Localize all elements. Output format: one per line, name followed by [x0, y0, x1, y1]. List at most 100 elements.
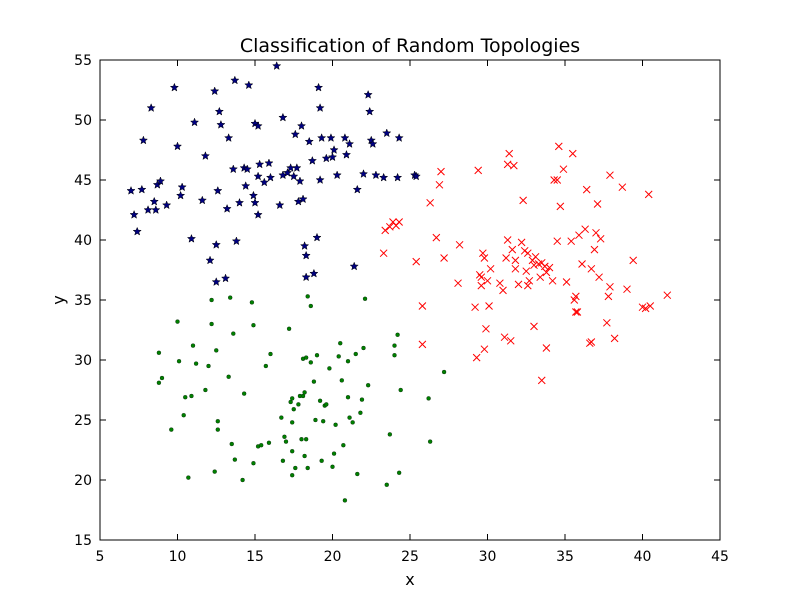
dot-point	[359, 397, 365, 402]
x-point	[523, 249, 532, 258]
x-point	[606, 171, 614, 180]
star-point	[275, 200, 285, 210]
star-point	[242, 164, 252, 174]
x-point	[610, 334, 619, 343]
x-point	[587, 264, 596, 273]
x-point	[562, 278, 571, 286]
x-point	[550, 176, 559, 184]
star-point	[151, 205, 161, 214]
y-tick-label: 15	[74, 533, 92, 549]
star-point	[411, 171, 421, 181]
x-point	[385, 222, 394, 231]
dot-point	[333, 422, 338, 427]
star-point	[211, 239, 221, 249]
x-point	[412, 257, 421, 266]
y-tick-label: 55	[74, 53, 92, 69]
dot-point	[336, 354, 341, 359]
star-point	[250, 197, 260, 207]
dot-point	[293, 465, 298, 471]
x-point	[641, 304, 650, 313]
x-point	[530, 261, 538, 270]
dot-point	[215, 419, 220, 424]
x-point	[475, 270, 484, 279]
x-point	[536, 273, 545, 282]
x-point	[568, 149, 577, 158]
x-point	[545, 263, 554, 272]
dot-point	[203, 387, 208, 393]
star-point	[289, 171, 299, 181]
star-point	[241, 181, 251, 190]
dot-point	[314, 353, 320, 358]
dot-point	[341, 443, 346, 448]
star-point	[299, 241, 310, 250]
star-point	[205, 255, 215, 265]
x-point	[618, 183, 627, 192]
star-point	[265, 172, 276, 182]
x-point	[505, 149, 514, 158]
x-point	[604, 292, 613, 301]
star-point	[315, 175, 325, 184]
dot-point	[396, 470, 402, 475]
dot-point	[259, 443, 264, 448]
dot-point	[209, 321, 214, 327]
star-point	[344, 139, 355, 148]
star-point	[392, 172, 403, 182]
dot-point	[355, 471, 360, 477]
x-point	[517, 238, 526, 247]
y-tick-label: 25	[74, 413, 92, 429]
dot-point	[288, 399, 293, 405]
dot-point	[231, 331, 236, 336]
x-point	[472, 353, 481, 362]
dot-point	[189, 393, 194, 399]
dot-point	[303, 437, 309, 442]
dot-point	[290, 473, 295, 478]
star-point	[129, 209, 139, 219]
star-point	[230, 75, 240, 85]
x-point	[537, 376, 546, 385]
star-point	[313, 82, 324, 92]
star-point	[358, 169, 369, 178]
dot-point	[313, 417, 318, 423]
x-point	[578, 260, 586, 268]
dot-point	[338, 341, 343, 346]
dot-point	[286, 326, 292, 331]
dot-point	[342, 498, 348, 503]
star-point	[327, 152, 338, 162]
star-point	[200, 151, 211, 160]
x-point	[480, 254, 489, 262]
star-point	[155, 176, 166, 186]
star-point	[282, 167, 293, 177]
chart-title: Classification of Random Topologies	[240, 35, 580, 57]
dot-point	[427, 439, 433, 444]
x-point	[471, 303, 479, 312]
star-point	[222, 203, 232, 213]
star-point	[307, 155, 317, 165]
dot-point	[226, 374, 231, 379]
x-point	[503, 236, 512, 244]
dot-point	[358, 410, 363, 415]
x-point	[381, 226, 390, 235]
y-tick-label: 20	[74, 473, 92, 489]
star-point	[317, 133, 327, 142]
dot-point	[283, 439, 289, 444]
dot-point	[193, 361, 199, 366]
star-point	[295, 176, 305, 186]
x-point	[499, 286, 507, 295]
dot-point	[308, 303, 313, 309]
dot-point	[183, 395, 188, 400]
x-point	[482, 324, 490, 333]
dot-point	[240, 477, 245, 483]
dot-point	[186, 475, 191, 480]
star-point	[186, 233, 197, 243]
dot-point	[266, 440, 272, 445]
star-point	[349, 261, 359, 271]
star-point	[216, 119, 226, 129]
star-point	[231, 236, 242, 246]
x-point	[511, 264, 520, 273]
x-point	[508, 245, 517, 254]
star-point	[264, 158, 274, 168]
x-point	[514, 280, 523, 289]
x-point	[522, 267, 531, 276]
star-point	[301, 250, 311, 260]
x-point	[567, 237, 576, 246]
